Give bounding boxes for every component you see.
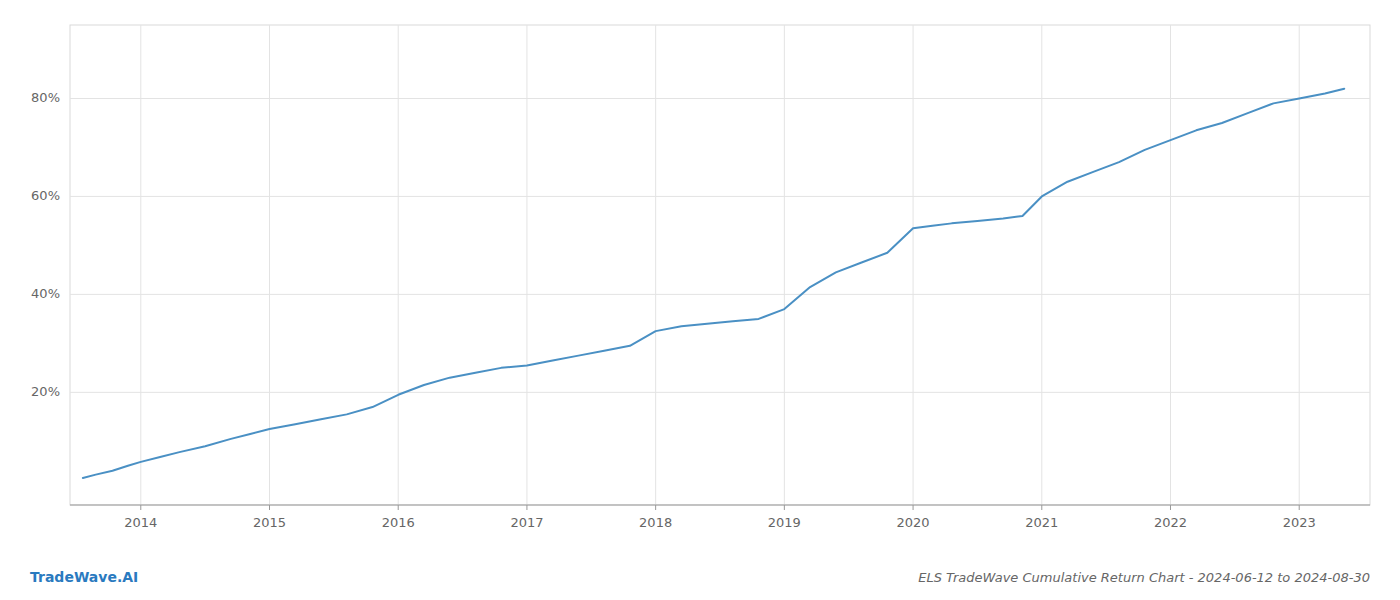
grid-line: [140, 25, 141, 505]
x-tick-label: 2017: [510, 515, 543, 530]
x-axis-line: [70, 505, 1370, 506]
watermark: TradeWave.AI: [30, 569, 138, 585]
grid-line: [398, 25, 399, 505]
grid: [70, 25, 1370, 505]
grid-line: [70, 196, 1370, 197]
grid-line: [70, 392, 1370, 393]
x-tick-mark: [140, 505, 141, 510]
axes: 20% 40% 60% 80% 2014 2015 2016 2017 2018 2019 2020…: [31, 90, 1370, 530]
x-tick-label: 2016: [382, 515, 415, 530]
title: ELS TradeWave Cumulative Return Chart - …: [918, 570, 1370, 585]
x-tick-label: 2020: [897, 515, 930, 530]
x-tick-mark: [1041, 505, 1042, 510]
x-tick-mark: [398, 505, 399, 510]
grid-line: [526, 25, 527, 505]
grid-line: [1041, 25, 1042, 505]
plot-frame: [70, 25, 1370, 505]
x-tick-mark: [913, 505, 914, 510]
x-tick-label: 2014: [124, 515, 157, 530]
grid-line: [1299, 25, 1300, 505]
x-tick-label: 2021: [1025, 515, 1058, 530]
chart: 20% 40% 60% 80% 2014 2015 2016 2017 2018 2019 2020…: [0, 0, 1400, 600]
x-tick-mark: [1170, 505, 1171, 510]
grid-line: [70, 98, 1370, 99]
x-tick-label: 2022: [1154, 515, 1187, 530]
x-tick-label: 2018: [639, 515, 672, 530]
data-line: [83, 89, 1344, 478]
plot-area: [83, 89, 1344, 478]
grid-line: [655, 25, 656, 505]
y-tick-label: 80%: [31, 90, 60, 105]
grid-line: [70, 294, 1370, 295]
x-tick-mark: [655, 505, 656, 510]
grid-line: [269, 25, 270, 505]
x-tick-mark: [526, 505, 527, 510]
x-tick-mark: [1299, 505, 1300, 510]
x-tick-label: 2023: [1283, 515, 1316, 530]
y-tick-label: 20%: [31, 384, 60, 399]
x-tick-label: 2015: [253, 515, 286, 530]
grid-line: [1170, 25, 1171, 505]
grid-line: [913, 25, 914, 505]
grid-line: [784, 25, 785, 505]
x-tick-label: 2019: [768, 515, 801, 530]
x-tick-mark: [784, 505, 785, 510]
y-tick-label: 40%: [31, 286, 60, 301]
y-tick-label: 60%: [31, 188, 60, 203]
x-tick-mark: [269, 505, 270, 510]
